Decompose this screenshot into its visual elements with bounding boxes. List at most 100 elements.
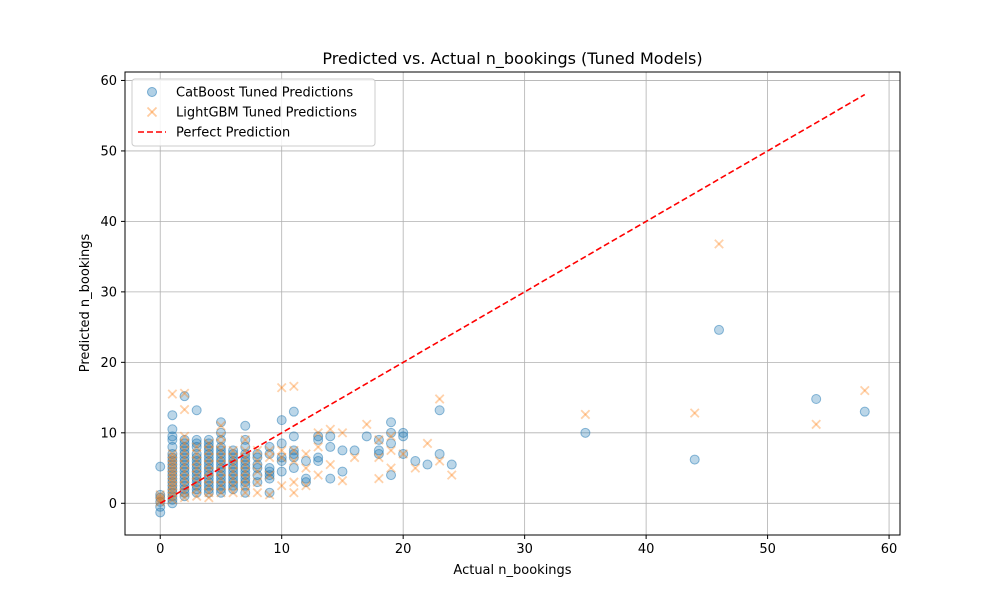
lightgbm-point xyxy=(167,449,178,459)
lightgbm-point xyxy=(179,445,190,456)
lightgbm-point xyxy=(313,470,323,480)
lightgbm-point xyxy=(167,473,178,484)
lightgbm-point xyxy=(203,438,214,449)
catboost-point xyxy=(167,424,178,435)
lightgbm-point xyxy=(191,449,202,459)
catboost-point xyxy=(179,466,190,477)
catboost-point xyxy=(191,484,202,495)
lightgbm-point xyxy=(276,382,287,393)
catboost-point xyxy=(325,441,336,452)
catboost-point xyxy=(434,405,445,416)
lightgbm-point xyxy=(325,459,336,470)
catboost-point xyxy=(252,452,263,463)
lightgbm-point xyxy=(264,445,275,456)
catboost-point xyxy=(167,448,178,459)
catboost-point xyxy=(215,441,226,452)
legend: CatBoost Tuned Predictions LightGBM Tune… xyxy=(131,78,376,147)
lightgbm-point xyxy=(228,466,238,477)
catboost-point xyxy=(191,463,202,474)
x-tick-label: 30 xyxy=(516,542,533,557)
catboost-point xyxy=(288,448,299,459)
catboost-point xyxy=(215,452,226,463)
catboost-point xyxy=(167,441,178,452)
lightgbm-point xyxy=(325,424,336,435)
lightgbm-points xyxy=(155,239,870,507)
catboost-point xyxy=(386,470,397,481)
x-tick-label: 10 xyxy=(273,542,290,557)
catboost-point xyxy=(373,434,384,445)
catboost-point xyxy=(264,487,275,498)
catboost-point xyxy=(434,448,445,459)
catboost-point xyxy=(252,477,263,488)
catboost-point xyxy=(191,470,202,481)
catboost-point xyxy=(167,470,178,481)
lightgbm-point xyxy=(155,489,166,500)
catboost-point xyxy=(228,480,239,491)
lightgbm-point xyxy=(167,487,178,498)
catboost-point xyxy=(228,477,239,488)
catboost-point xyxy=(215,484,226,495)
lightgbm-point xyxy=(313,442,323,452)
catboost-point xyxy=(313,456,324,467)
catboost-point xyxy=(203,487,214,498)
lightgbm-point xyxy=(386,463,396,473)
lightgbm-point xyxy=(276,480,287,491)
catboost-point xyxy=(179,445,190,456)
lightgbm-point xyxy=(252,466,263,477)
catboost-point xyxy=(203,484,214,495)
x-tick-label: 0 xyxy=(156,542,164,557)
catboost-point xyxy=(300,477,311,488)
catboost-point xyxy=(167,434,178,445)
catboost-point xyxy=(179,477,190,488)
catboost-point xyxy=(215,427,226,438)
lightgbm-point xyxy=(167,484,178,495)
catboost-point xyxy=(155,489,166,500)
catboost-point xyxy=(240,480,251,491)
catboost-point xyxy=(252,459,263,470)
lightgbm-point xyxy=(240,473,251,484)
catboost-point xyxy=(167,498,178,509)
lightgbm-point xyxy=(155,492,166,503)
catboost-point xyxy=(361,431,372,442)
catboost-point xyxy=(398,448,409,459)
y-tick-label: 0 xyxy=(109,497,117,512)
lightgbm-point xyxy=(191,491,202,502)
catboost-point xyxy=(313,434,324,445)
catboost-point xyxy=(264,473,275,484)
lightgbm-point xyxy=(228,452,238,463)
catboost-point xyxy=(191,459,202,470)
lightgbm-point xyxy=(276,452,287,463)
catboost-point xyxy=(155,461,166,472)
catboost-point xyxy=(288,463,299,474)
catboost-point xyxy=(191,452,202,463)
catboost-point xyxy=(167,484,178,495)
catboost-point xyxy=(215,473,226,484)
lightgbm-point xyxy=(264,489,275,500)
catboost-point xyxy=(215,434,226,445)
catboost-point xyxy=(191,405,202,416)
lightgbm-point xyxy=(191,456,202,466)
catboost-point xyxy=(167,456,178,467)
lightgbm-point xyxy=(240,435,251,445)
catboost-point xyxy=(179,441,190,452)
catboost-point xyxy=(203,438,214,449)
lightgbm-point xyxy=(167,466,178,477)
catboost-point xyxy=(228,466,239,477)
lightgbm-point xyxy=(240,459,251,470)
lightgbm-point xyxy=(386,431,396,442)
legend-catboost-marker xyxy=(147,87,157,97)
chart-title: Predicted vs. Actual n_bookings (Tuned M… xyxy=(322,49,702,69)
catboost-point xyxy=(386,438,397,449)
catboost-point xyxy=(191,456,202,467)
catboost-point xyxy=(276,456,287,467)
lightgbm-point xyxy=(240,487,251,498)
lightgbm-point xyxy=(714,239,724,249)
lightgbm-point xyxy=(179,388,190,399)
catboost-point xyxy=(240,420,251,431)
lightgbm-point xyxy=(228,487,238,498)
catboost-point xyxy=(179,438,190,449)
catboost-point xyxy=(228,463,239,474)
catboost-point xyxy=(398,431,409,442)
catboost-point xyxy=(179,473,190,484)
catboost-point xyxy=(215,480,226,491)
